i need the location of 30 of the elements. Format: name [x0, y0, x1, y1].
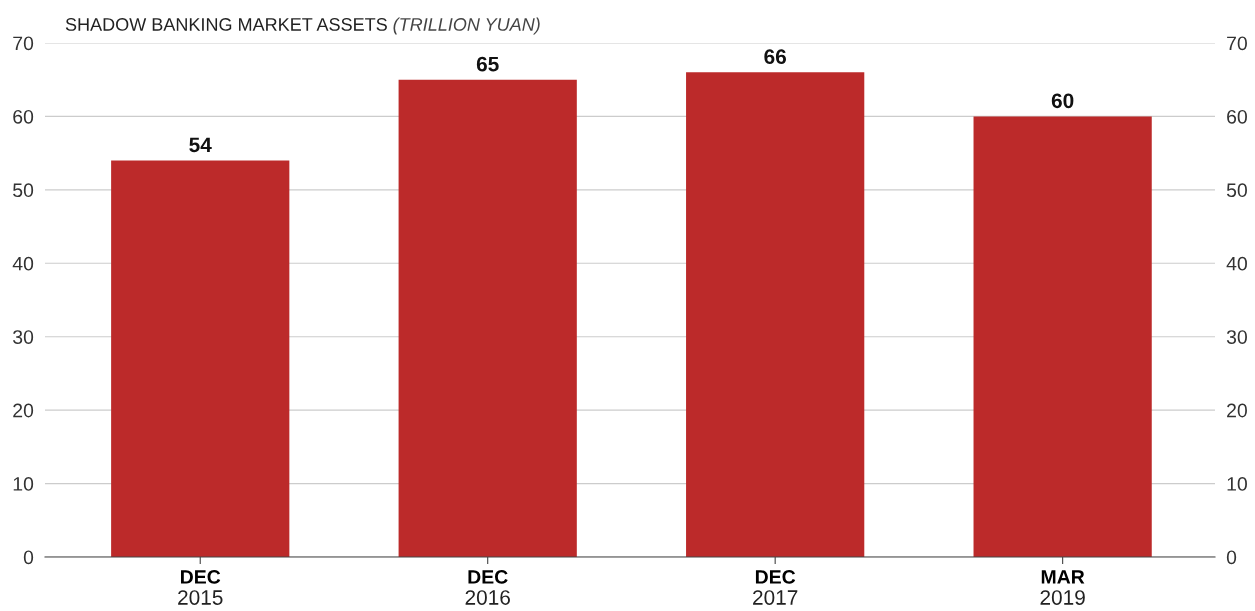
y-tick-label: 0: [23, 550, 34, 565]
y2-tick-label: 0: [1226, 550, 1237, 565]
y-tick-label: 10: [13, 477, 34, 491]
data-label: 65: [476, 56, 499, 72]
category-label: DEC 2017: [753, 570, 798, 605]
category-label: DEC 2016: [465, 570, 510, 605]
category-label: MAR 2019: [1040, 570, 1085, 605]
chart-title: SHADOW BANKING MARKET ASSETS: [65, 18, 387, 31]
data-label: 54: [189, 137, 212, 153]
y2-tick-label: 60: [1227, 109, 1247, 124]
y2-tick-label: 10: [1227, 477, 1247, 491]
y-tick-label: 60: [13, 109, 34, 124]
y-tick-label: 50: [13, 183, 34, 198]
y-tick-label: 30: [13, 330, 34, 344]
y-tick-label: 20: [13, 403, 34, 418]
data-label: 60: [1051, 93, 1074, 109]
y2-tick-label: 40: [1226, 256, 1247, 271]
y2-tick-label: 30: [1226, 330, 1247, 344]
y2-tick-label: 20: [1227, 403, 1247, 418]
category-label: DEC 2015: [178, 570, 223, 605]
y2-tick-label: 50: [1226, 183, 1247, 198]
bar: [973, 116, 1152, 557]
bar: [398, 79, 577, 557]
bar: [686, 72, 865, 557]
y2-tick-label: 70: [1227, 36, 1247, 51]
data-label: 66: [764, 49, 787, 65]
y-tick-label: 70: [13, 36, 34, 51]
chart-subtitle: (TRILLION YUAN): [393, 17, 540, 35]
bar: [111, 160, 290, 557]
y-tick-label: 40: [12, 256, 34, 271]
